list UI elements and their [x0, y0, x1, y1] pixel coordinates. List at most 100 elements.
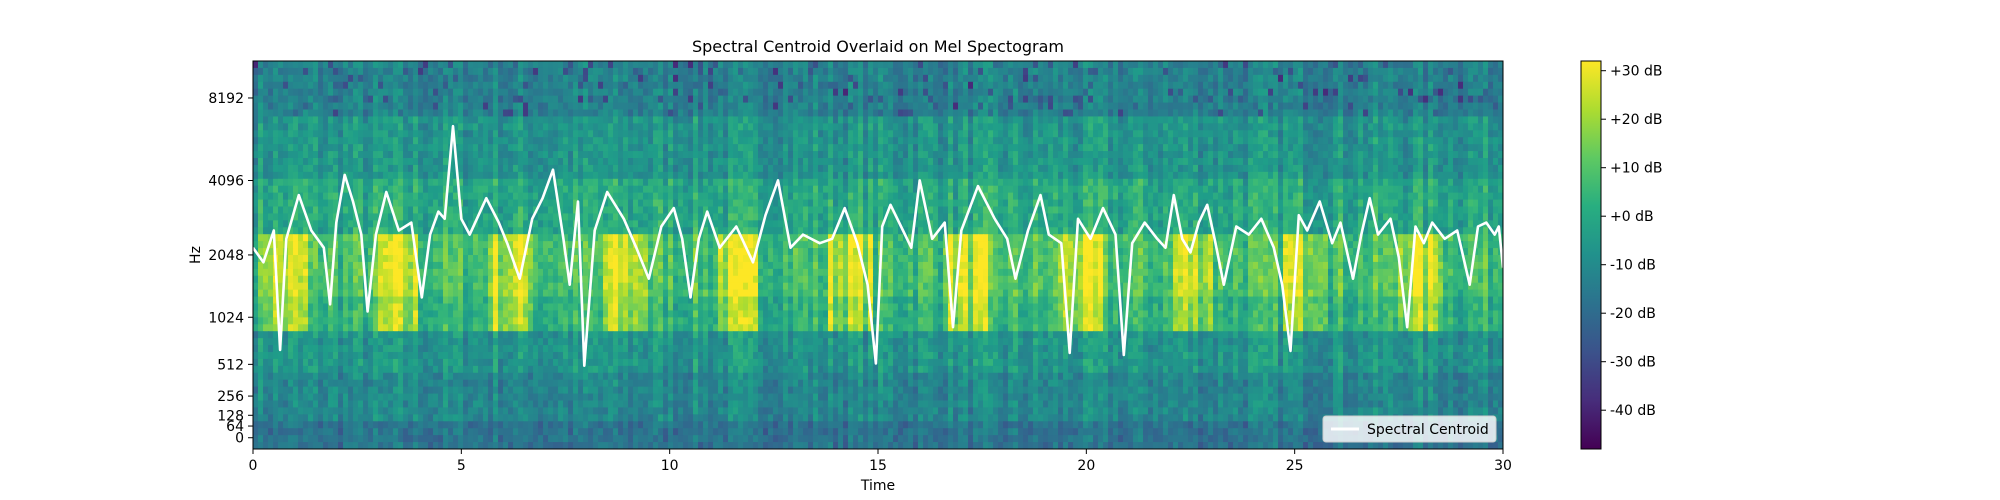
spectrogram-cell: [868, 67, 874, 76]
spectrogram-cell: [928, 130, 934, 138]
spectrogram-cell: [1408, 164, 1414, 173]
spectrogram-cell: [338, 130, 344, 138]
spectrogram-cell: [1123, 123, 1129, 131]
spectrogram-cell: [618, 178, 624, 187]
spectrogram-cell: [838, 151, 844, 159]
spectrogram-cell: [1418, 171, 1424, 180]
spectrogram-cell: [1383, 130, 1389, 138]
spectrogram-cell: [1273, 137, 1279, 145]
spectrogram-cell: [1148, 178, 1154, 187]
spectrogram-cell: [833, 123, 839, 131]
spectrogram-cell: [728, 123, 734, 131]
spectrogram-cell: [808, 88, 814, 97]
spectrogram-cell: [643, 95, 649, 104]
spectrogram-cell: [623, 95, 629, 104]
spectrogram-cell: [1438, 130, 1444, 138]
spectrogram-cell: [513, 109, 519, 118]
spectrogram-cell: [1263, 95, 1269, 104]
spectrogram-cell: [783, 192, 789, 201]
spectrogram-cell: [1038, 102, 1044, 111]
spectrogram-cell: [853, 102, 859, 111]
spectrogram-cell: [908, 164, 914, 173]
spectrogram-cell: [783, 171, 789, 180]
spectrogram-cell: [798, 158, 804, 166]
spectrogram-cell: [1143, 95, 1149, 104]
spectrogram-cell: [863, 74, 869, 83]
spectrogram-cell: [1013, 109, 1019, 118]
spectrogram-cell: [1193, 144, 1199, 152]
spectrogram-cell: [1418, 109, 1424, 118]
spectrogram-cell: [1028, 192, 1034, 201]
spectrogram-cell: [1078, 61, 1084, 69]
spectrogram-cell: [1063, 130, 1069, 138]
spectrogram-cell: [473, 158, 479, 166]
spectrogram-cell: [488, 123, 494, 131]
spectrogram-cell: [1323, 81, 1329, 90]
spectrogram-cell: [618, 123, 624, 131]
spectrogram-cell: [1123, 67, 1129, 76]
spectrogram-cell: [1253, 61, 1259, 69]
spectrogram-cell: [1033, 74, 1039, 83]
spectrogram-cell: [718, 171, 724, 180]
spectrogram-cell: [693, 158, 699, 166]
spectrogram-cell: [693, 102, 699, 111]
spectrogram-cell: [1238, 116, 1244, 124]
spectrogram-cell: [538, 192, 544, 201]
spectrogram-cell: [1183, 137, 1189, 145]
spectrogram-cell: [1358, 137, 1364, 145]
spectrogram-cell: [818, 61, 824, 69]
spectrogram-cell: [1073, 102, 1079, 111]
spectrogram-cell: [1023, 116, 1029, 124]
spectrogram-cell: [948, 123, 954, 131]
spectrogram-cell: [1163, 192, 1169, 201]
spectrogram-cell: [1008, 61, 1014, 69]
spectrogram-cell: [1163, 74, 1169, 83]
spectrogram-cell: [488, 81, 494, 90]
spectrogram-cell: [648, 95, 654, 104]
spectrogram-cell: [1388, 102, 1394, 111]
spectrogram-cell: [1383, 116, 1389, 124]
spectrogram-cell: [583, 67, 589, 76]
spectrogram-cell: [1203, 102, 1209, 111]
spectrogram-cell: [808, 116, 814, 124]
spectrogram-cell: [1088, 144, 1094, 152]
spectrogram-cell: [1103, 158, 1109, 166]
spectrogram-cell: [763, 88, 769, 97]
spectrogram-cell: [1483, 74, 1489, 83]
spectrogram-cell: [1113, 123, 1119, 131]
spectrogram-cell: [828, 81, 834, 90]
spectrogram-cell: [1028, 74, 1034, 83]
spectrogram-cell: [1078, 171, 1084, 180]
spectrogram-cell: [433, 109, 439, 118]
spectrogram-cell: [1008, 81, 1014, 90]
spectrogram-cell: [1108, 192, 1114, 201]
spectrogram-cell: [878, 81, 884, 90]
spectrogram-cell: [893, 151, 899, 159]
spectrogram-cell: [1333, 116, 1339, 124]
spectrogram-cell: [598, 185, 604, 194]
spectrogram-cell: [508, 137, 514, 145]
spectrogram-cell: [673, 192, 679, 201]
spectrogram-cell: [1483, 67, 1489, 76]
spectrogram-cell: [538, 109, 544, 118]
spectrogram-cell: [1138, 123, 1144, 131]
spectrogram-cell: [1248, 116, 1254, 124]
spectrogram-cell: [588, 158, 594, 166]
spectrogram-cell: [1368, 158, 1374, 166]
spectrogram-cell: [473, 74, 479, 83]
spectrogram-cell: [828, 164, 834, 173]
spectrogram-cell: [458, 123, 464, 131]
spectrogram-cell: [328, 74, 334, 83]
spectrogram-cell: [863, 109, 869, 118]
spectrogram-cell: [528, 67, 534, 76]
spectrogram-cell: [318, 81, 324, 90]
spectrogram-cell: [543, 123, 549, 131]
spectrogram-cell: [283, 192, 289, 201]
spectrogram-cell: [843, 102, 849, 111]
spectrogram-cell: [538, 164, 544, 173]
spectrogram-cell: [263, 81, 269, 90]
spectrogram-cell: [573, 109, 579, 118]
spectrogram-cell: [1398, 61, 1404, 69]
spectrogram-cell: [518, 74, 524, 83]
spectrogram-cell: [358, 95, 364, 104]
